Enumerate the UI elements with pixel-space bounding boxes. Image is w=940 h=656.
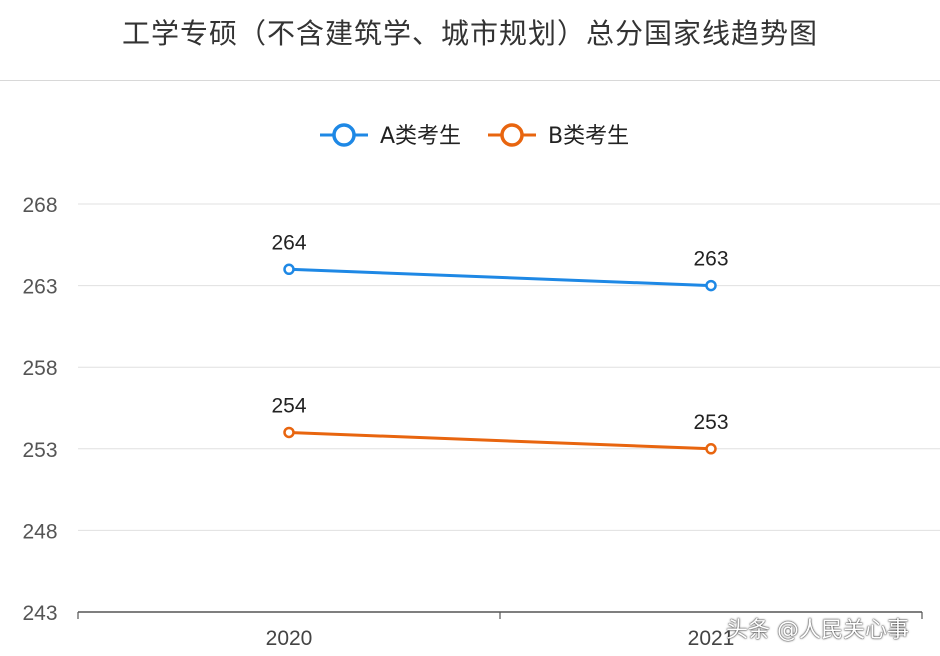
data-label: 254 (271, 394, 306, 417)
watermark: 头条 @人民关心事 (726, 618, 909, 643)
chart-title: 工学专硕（不含建筑学、城市规划）总分国家线趋势图 (121, 17, 818, 50)
y-tick-label: 258 (22, 357, 57, 380)
legend-marker-0 (332, 123, 356, 147)
y-tick-label: 248 (22, 520, 57, 543)
data-point (283, 426, 295, 439)
x-tick-label: 2021 (688, 627, 735, 650)
data-point (705, 279, 717, 292)
data-label: 264 (271, 231, 306, 254)
data-point (283, 263, 295, 276)
y-tick-label: 268 (22, 194, 57, 217)
legend-label: A类考生 (380, 124, 461, 149)
series-line-0 (288, 267, 712, 288)
y-tick-label: 253 (22, 439, 57, 462)
legend-label: B类考生 (548, 124, 629, 149)
x-tick-label: 2020 (266, 627, 313, 650)
title-divider (0, 80, 940, 81)
legend-marker-1 (500, 123, 524, 147)
data-point (705, 443, 717, 455)
series-line-1 (288, 430, 712, 451)
y-tick-label: 243 (22, 602, 57, 625)
data-label: 263 (693, 248, 728, 271)
data-label: 253 (693, 411, 728, 434)
y-tick-label: 263 (22, 276, 57, 299)
